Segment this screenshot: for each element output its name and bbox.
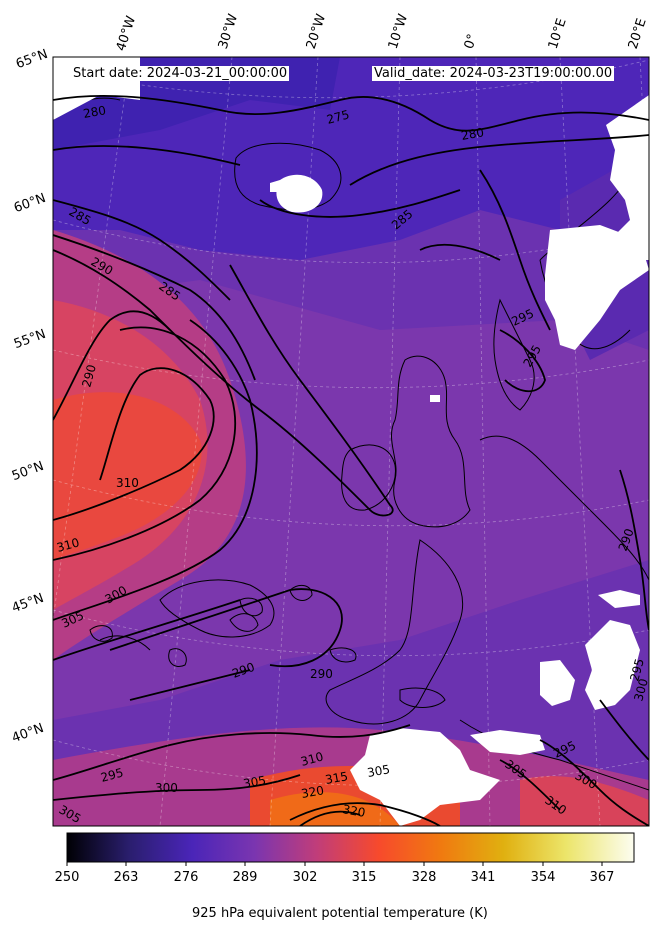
valid-date-label: Valid_date: 2024-03-23T19:00:00.00	[372, 66, 615, 81]
contour-label: 290	[79, 363, 98, 389]
contour-label: 275	[325, 107, 351, 126]
colorbar-tick: 354	[530, 870, 556, 885]
contour-label: 280	[82, 103, 107, 121]
contour-label: 280	[460, 125, 485, 143]
contour-label: 295	[99, 765, 125, 784]
colorbar-tick: 263	[113, 870, 139, 885]
colorbar	[66, 832, 635, 863]
contour-label: 315	[324, 769, 349, 787]
colorbar-tick: 250	[54, 870, 80, 885]
contour-label: 320	[300, 783, 325, 801]
colorbar-tick: 289	[232, 870, 258, 885]
contour-label: 310	[55, 535, 81, 554]
start-date-label: Start date: 2024-03-21_00:00:00	[71, 66, 290, 81]
colorbar-tick: 341	[470, 870, 496, 885]
contour-label: 300	[155, 781, 178, 795]
colorbar-tick: 276	[173, 870, 199, 885]
colorbar-tick: 367	[589, 870, 615, 885]
contour-label: 310	[299, 749, 325, 768]
colorbar-tick: 302	[292, 870, 318, 885]
colorbar-tick: 328	[411, 870, 437, 885]
contour-label: 305	[366, 762, 391, 780]
colorbar-label: 925 hPa equivalent potential temperature…	[192, 906, 488, 921]
contour-label: 310	[116, 476, 139, 490]
contour-label: 300	[631, 677, 650, 703]
contour-label: 295	[627, 657, 646, 683]
colorbar-tick: 315	[351, 870, 377, 885]
contour-label: 290	[310, 667, 333, 681]
contour-label: 320	[341, 802, 366, 820]
contour-label: 305	[242, 773, 267, 791]
